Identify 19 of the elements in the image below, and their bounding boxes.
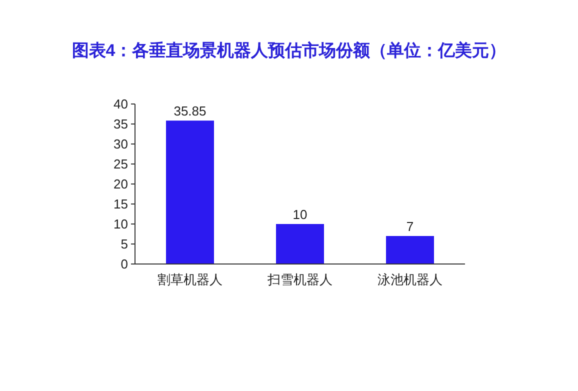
x-tick-label: 泳池机器人 (378, 272, 442, 287)
y-tick-label: 30 (114, 136, 128, 152)
y-tick-label: 25 (114, 156, 128, 172)
y-tick-label: 15 (114, 196, 128, 212)
x-tick-label: 扫雪机器人 (266, 272, 332, 287)
chart-title: 图表4：各垂直场景机器人预估市场份额（单位：亿美元） (72, 41, 506, 60)
bar (386, 236, 434, 264)
y-tick-label: 35 (114, 116, 128, 132)
y-tick-label: 40 (114, 96, 128, 112)
y-tick-label: 20 (114, 176, 128, 192)
data-label: 35.85 (174, 104, 206, 119)
y-tick-label: 5 (120, 236, 128, 252)
data-label: 10 (292, 207, 308, 222)
x-tick-label: 割草机器人 (158, 272, 222, 287)
bar (276, 224, 324, 264)
y-tick-label: 0 (120, 256, 128, 272)
data-label: 7 (406, 219, 414, 234)
bar (166, 120, 214, 264)
y-tick-label: 10 (114, 216, 128, 232)
